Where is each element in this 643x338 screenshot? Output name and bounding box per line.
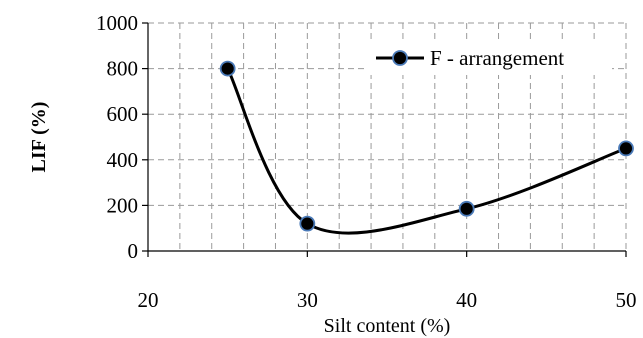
x-axis-title: Silt content (%) (324, 315, 451, 337)
x-tick-label: 40 (456, 288, 477, 312)
series-layer (219, 60, 634, 235)
legend-label: F - arrangement (430, 46, 564, 70)
grid-lines (148, 22, 627, 251)
y-axis-title: LIF (%) (28, 102, 50, 173)
tick-labels: 0 200 400 600 800 1000 20 30 40 50 (96, 11, 637, 312)
y-tick-label: 600 (107, 102, 139, 126)
tick-marks (142, 22, 627, 257)
series-line (226, 67, 627, 235)
data-point (219, 60, 236, 77)
y-tick-label: 1000 (96, 11, 138, 35)
legend: F - arrangement (366, 43, 612, 75)
y-tick-label: 200 (107, 193, 139, 217)
legend-marker (392, 50, 408, 66)
y-tick-label: 400 (107, 148, 139, 172)
y-tick-label: 800 (107, 57, 139, 81)
data-point (299, 215, 316, 232)
y-tick-label: 0 (128, 239, 139, 263)
data-point (458, 200, 475, 217)
x-tick-label: 20 (138, 288, 159, 312)
data-point (618, 140, 634, 157)
x-tick-label: 50 (616, 288, 637, 312)
x-tick-label: 30 (297, 288, 318, 312)
axes (147, 23, 626, 252)
